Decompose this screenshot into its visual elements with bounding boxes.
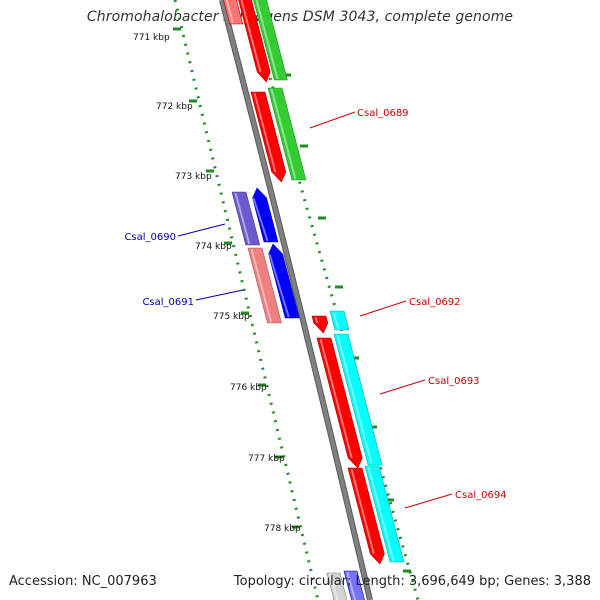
gene-label-leader [359, 300, 407, 317]
topology-label: Topology: circular; Length: 3,696,649 bp… [233, 574, 591, 589]
gene-cyan-0693-body [333, 333, 383, 466]
gene-csal-0689 [250, 91, 287, 183]
gene-csal-0690-shine [252, 197, 269, 242]
gene-label-leader [309, 111, 356, 129]
gene-grey-bottom-shine [329, 573, 339, 600]
gene-csal-0691-body [268, 243, 300, 319]
gene-red-top-body [238, 0, 271, 83]
gene-green-top [253, 0, 288, 81]
gene-features [223, 0, 405, 600]
gene-green-0689-body [267, 87, 307, 181]
gene-csal-0693-body [316, 337, 363, 469]
gene-purple-0690-body [231, 191, 261, 246]
backbone [219, 0, 373, 600]
gene-csal-0691-shine [268, 253, 290, 318]
gene-cyan-0693-shine [336, 334, 373, 465]
gene-csal-0690 [252, 187, 279, 243]
gene-label-leader [195, 289, 244, 301]
gene-label-leader [404, 493, 453, 509]
gene-csal-0693 [316, 337, 363, 469]
gene-csal-0694-body [347, 467, 385, 565]
gene-cyan-0694-shine [367, 466, 395, 562]
kbp-label: 772 kbp [156, 102, 193, 112]
gene-cyan-0693 [333, 333, 383, 466]
kbp-label: 774 kbp [195, 242, 232, 252]
gene-grey-bottom [326, 572, 348, 600]
gene-purple-0690 [231, 191, 261, 246]
gene-csal-0694-shine [350, 468, 375, 555]
gene-label[interactable]: Csal_0694 [455, 490, 507, 501]
gene-csal-0693-shine [319, 338, 353, 459]
kbp-label: 778 kbp [264, 524, 301, 534]
gene-red-top-shine [240, 0, 262, 73]
gene-csal-0690-body [252, 187, 279, 243]
gene-pink-0691 [247, 247, 282, 324]
kbp-label: 771 kbp [133, 33, 170, 43]
gene-label[interactable]: Csal_0692 [409, 297, 461, 308]
gene-label[interactable]: Csal_0691 [142, 297, 194, 308]
gene-blue-bottom [343, 570, 365, 600]
accession-label: Accession: NC_007963 [9, 574, 157, 589]
gene-green-top-body [253, 0, 288, 81]
gene-label[interactable]: Csal_0693 [428, 376, 480, 387]
gene-pink-top-shine [225, 0, 234, 24]
kbp-label: 773 kbp [175, 172, 212, 182]
gene-csal-0689-shine [253, 92, 277, 173]
gene-label-leader [177, 223, 226, 237]
ruler-track-left [173, 0, 320, 600]
gene-label-leader [379, 379, 426, 395]
gene-cyan-0694-body [364, 465, 405, 563]
gene-grey-bottom-body [326, 572, 348, 600]
gene-green-0689-shine [270, 88, 297, 180]
gene-blue-bottom-body [343, 570, 365, 600]
kbp-label: 777 kbp [248, 454, 285, 464]
gene-csal-0692 [311, 315, 329, 334]
gene-label[interactable]: Csal_0689 [357, 108, 409, 119]
gene-cyan-0694 [364, 465, 405, 563]
gene-csal-0692-body [311, 315, 329, 334]
gene-pink-top [223, 0, 244, 25]
kbp-label: 775 kbp [213, 312, 250, 322]
gene-cyan-0692 [329, 310, 350, 331]
gene-pink-0691-shine [250, 248, 272, 323]
gene-red-top [238, 0, 271, 83]
gene-cyan-0692-shine [332, 311, 340, 330]
gene-csal-0689-body [250, 91, 287, 183]
gene-blue-bottom-shine [346, 571, 357, 600]
gene-csal-0692-shine [314, 316, 319, 324]
gene-green-top-shine [255, 0, 279, 80]
map-title: Chromohalobacter salexigens DSM 3043, co… [86, 9, 514, 25]
backbone-line [220, 0, 372, 600]
gene-csal-0694 [347, 467, 385, 565]
gene-csal-0691 [268, 243, 300, 319]
gene-purple-0690-shine [234, 192, 251, 245]
gene-labels[interactable]: Csal_0689 Csal_0690 Csal_0691 Csal_0692 Csal… [124, 108, 507, 509]
gene-green-0689 [267, 87, 307, 181]
gene-pink-top-body [223, 0, 244, 25]
kbp-ruler: 771 kbp 772 kbp 773 kbp 774 kbp 775 kbp 776 k… [133, 0, 420, 600]
kbp-label: 776 kbp [230, 383, 267, 393]
gene-pink-0691-body [247, 247, 282, 324]
gene-cyan-0692-body [329, 310, 350, 331]
gene-label[interactable]: Csal_0690 [124, 232, 176, 243]
